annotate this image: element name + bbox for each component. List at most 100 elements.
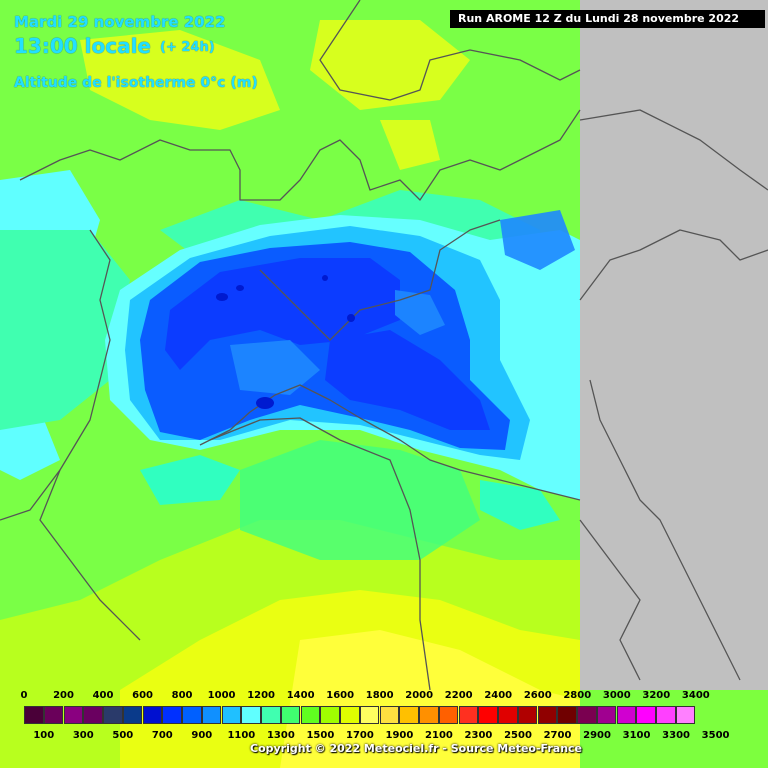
legend-swatch — [557, 706, 577, 724]
run-info-box: Run AROME 12 Z du Lundi 28 novembre 2022 — [450, 10, 765, 28]
legend-swatch — [577, 706, 597, 724]
legend-swatch — [478, 706, 498, 724]
legend-top-label: 2800 — [563, 690, 592, 701]
legend-swatch — [517, 706, 538, 724]
border-apennine-east — [579, 519, 641, 681]
legend-bottom-label: 3500 — [701, 730, 730, 741]
border-inner-italy — [259, 219, 501, 341]
legend-top-label: 3000 — [602, 690, 631, 701]
legend-bottom-label: 100 — [33, 730, 55, 741]
border-adriatic — [579, 229, 768, 301]
legend-swatch — [63, 706, 84, 724]
spot-4 — [347, 314, 355, 322]
legend-top-label: 1000 — [207, 690, 236, 701]
coastline-ligurian — [199, 384, 581, 501]
legend-bottom-label: 500 — [112, 730, 134, 741]
spot-1 — [256, 397, 274, 409]
apennine-border — [209, 417, 431, 691]
legend-swatch — [320, 706, 340, 724]
legend-swatch — [43, 706, 64, 724]
legend-bottom-label: 700 — [151, 730, 173, 741]
legend-top-label: 2200 — [444, 690, 473, 701]
azure-patches — [230, 210, 575, 395]
no-data-zone — [580, 0, 768, 690]
legend-bottom-label: 3100 — [622, 730, 651, 741]
legend-swatch — [24, 706, 44, 724]
legend-swatch — [537, 706, 558, 724]
legend-bottom-label: 300 — [72, 730, 94, 741]
legend-swatch — [280, 706, 301, 724]
legend-swatch — [399, 706, 419, 724]
border-east-italy — [589, 379, 741, 681]
legend-bottom-label: 2700 — [543, 730, 572, 741]
border-rhine — [319, 0, 581, 101]
legend-swatch — [458, 706, 479, 724]
legend-top-label: 3400 — [681, 690, 710, 701]
legend-bottom-label: 1300 — [266, 730, 295, 741]
legend-swatch — [359, 706, 380, 724]
legend-swatch — [162, 706, 182, 724]
legend-bottom-label: 1900 — [385, 730, 414, 741]
legend-swatch — [83, 706, 103, 724]
color-legend: 0 200 400 600 800 1000 1200 1400 1600 1800 2000 220… — [0, 686, 768, 768]
border-north — [19, 109, 581, 201]
legend-top-label: 1400 — [286, 690, 315, 701]
border-west — [39, 229, 141, 641]
legend-swatch — [596, 706, 617, 724]
legend-swatch — [201, 706, 222, 724]
legend-top-label: 200 — [53, 690, 74, 701]
spot-2 — [236, 285, 244, 291]
yellow-bright-field — [280, 630, 580, 768]
legend-swatch — [419, 706, 439, 724]
legend-top-label: 2600 — [523, 690, 552, 701]
legend-top-label: 2400 — [484, 690, 513, 701]
legend-swatch — [241, 706, 261, 724]
legend-swatch — [261, 706, 281, 724]
legend-swatch — [379, 706, 400, 724]
green-south-patch — [240, 440, 480, 560]
legend-swatch — [656, 706, 676, 724]
legend-bottom-label: 2900 — [583, 730, 611, 741]
legend-top-label: 2000 — [405, 690, 434, 701]
legend-swatch — [675, 706, 696, 724]
legend-bottom-label: 1100 — [227, 730, 256, 741]
legend-swatch — [636, 706, 656, 724]
legend-swatch — [103, 706, 123, 724]
legend-swatches — [24, 706, 696, 726]
legend-swatch — [340, 706, 360, 724]
border-lines — [0, 0, 768, 691]
parameter-title: Altitude de l'isotherme 0°c (m) — [14, 75, 258, 91]
legend-top-label: 600 — [132, 690, 153, 701]
spot-3 — [216, 293, 228, 301]
legend-top-label: 1800 — [365, 690, 394, 701]
yellow-north-patches — [80, 20, 470, 170]
legend-bottom-label: 1700 — [345, 730, 374, 741]
legend-bottom-label: 2300 — [464, 730, 493, 741]
legend-top-label: 400 — [92, 690, 114, 701]
legend-top-label: 1600 — [326, 690, 355, 701]
legend-top-label: 800 — [171, 690, 193, 701]
legend-bottom-label: 900 — [191, 730, 213, 741]
legend-bottom-label: 2500 — [504, 730, 532, 741]
medium-blue-inner — [165, 258, 490, 430]
forecast-date: Mardi 29 novembre 2022 — [14, 13, 226, 31]
legend-swatch — [300, 706, 321, 724]
forecast-time: 13:00 locale — [14, 34, 151, 58]
legend-swatch — [221, 706, 242, 724]
legend-bottom-label: 1500 — [306, 730, 335, 741]
legend-bottom-label: 2100 — [425, 730, 453, 741]
border-east — [579, 109, 768, 191]
legend-swatch — [616, 706, 637, 724]
legend-swatch — [182, 706, 202, 724]
copyright-text: Copyright © 2022 Meteociel.fr - Source M… — [250, 742, 583, 755]
legend-bottom-label: 3300 — [662, 730, 690, 741]
legend-swatch — [498, 706, 518, 724]
legend-swatch — [142, 706, 163, 724]
dark-blue-spots — [216, 275, 355, 409]
forecast-lead-time: (+ 24h) — [160, 40, 215, 55]
legend-top-label: 3200 — [642, 690, 671, 701]
legend-top-label: 1200 — [247, 690, 276, 701]
legend-swatch — [438, 706, 459, 724]
